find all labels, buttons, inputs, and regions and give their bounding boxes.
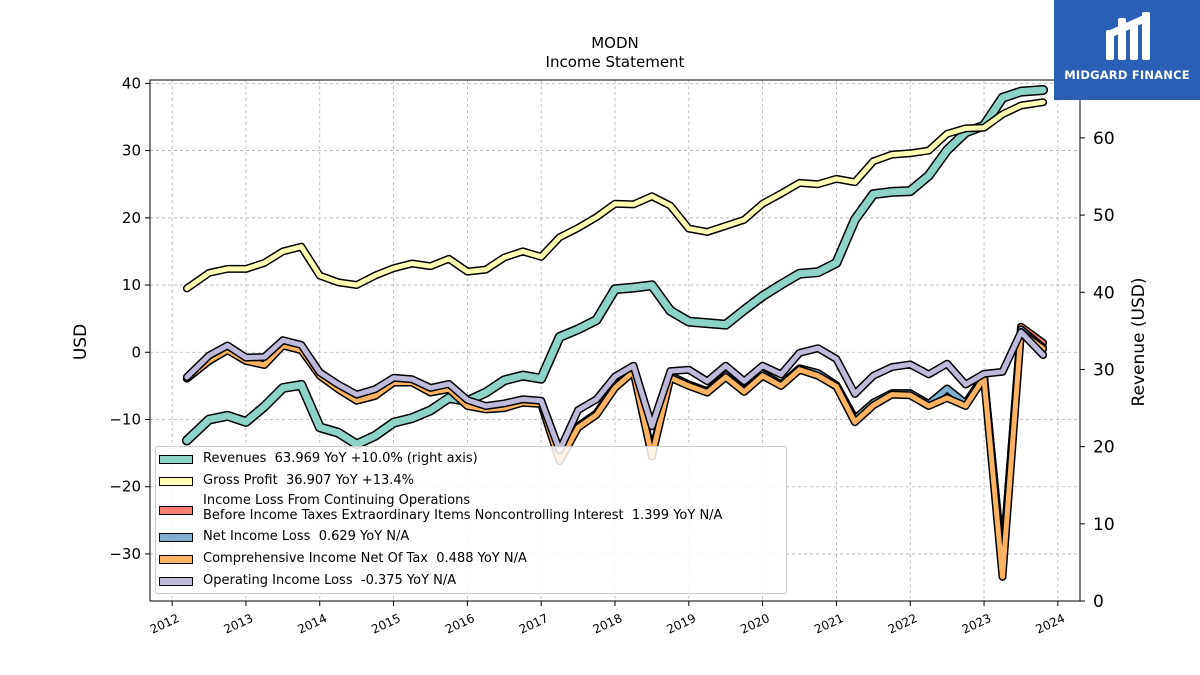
chart-subtitle: Income Statement — [546, 53, 685, 71]
midgard-finance-logo: MIDGARD FINANCE — [1054, 0, 1200, 100]
legend-label: Income Loss From Continuing Operations B… — [203, 493, 723, 523]
series-lines — [181, 85, 1049, 581]
y-right-tick-label: 30 — [1093, 360, 1115, 380]
y-tick-label: −20 — [109, 478, 141, 496]
y-right-tick-label: 10 — [1093, 515, 1115, 535]
legend-swatch — [159, 477, 193, 486]
legend-label: Comprehensive Income Net Of Tax 0.488 Yo… — [203, 551, 527, 566]
y-tick-label: 10 — [122, 276, 141, 294]
y-right-tick-label: 40 — [1093, 283, 1115, 303]
series-stroke — [183, 86, 1047, 448]
x-tick-label: 2017 — [517, 611, 551, 637]
y-right-tick-label: 0 — [1093, 592, 1104, 612]
series-stroke — [184, 99, 1046, 291]
y-right-tick-label: 60 — [1093, 129, 1115, 149]
legend-swatch — [159, 506, 193, 515]
legend-label: Gross Profit 36.907 YoY +13.4% — [203, 473, 414, 488]
x-tick-label: 2021 — [812, 611, 846, 637]
x-tick-label: 2020 — [738, 611, 772, 637]
y-right-tick-label: 20 — [1093, 438, 1115, 458]
y-axis-label: USD — [71, 324, 91, 360]
x-tick-label: 2024 — [1034, 611, 1068, 637]
x-tick-label: 2013 — [222, 611, 256, 637]
series-stroke — [184, 329, 1046, 453]
x-tick-label: 2015 — [369, 611, 403, 637]
legend-swatch — [159, 533, 193, 542]
series-line-0 — [181, 85, 1049, 450]
x-tick-label: 2012 — [148, 611, 182, 637]
axes: 40 30 20 10 0 −10 −20 −30 0 10 20 30 40 50 60 2012 2013 2… — [109, 74, 1114, 636]
x-tick-label: 2019 — [664, 611, 698, 637]
series-line-1 — [182, 98, 1048, 293]
legend-swatch — [159, 555, 193, 564]
y-tick-label: 30 — [122, 142, 141, 160]
y-tick-label: 20 — [122, 209, 141, 227]
legend: Revenues 63.969 YoY +10.0% (right axis) G… — [155, 446, 787, 594]
legend-swatch — [159, 577, 193, 586]
legend-label: Operating Income Loss -0.375 YoY N/A — [203, 573, 457, 588]
y-tick-label: −10 — [109, 410, 141, 428]
y-right-tick-label: 50 — [1093, 206, 1115, 226]
grid — [150, 80, 1080, 601]
legend-swatch — [159, 455, 193, 464]
y-axis-label-right: Revenue (USD) — [1129, 277, 1149, 406]
chart-title: MODN — [591, 34, 639, 52]
x-tick-label: 2022 — [886, 611, 920, 637]
logo-text: MIDGARD FINANCE — [1064, 68, 1190, 82]
x-tick-label: 2014 — [295, 611, 329, 637]
logo-mark-icon — [1106, 12, 1150, 60]
y-tick-label: 40 — [122, 74, 141, 92]
x-tick-label: 2018 — [591, 611, 625, 637]
legend-label: Revenues 63.969 YoY +10.0% (right axis) — [203, 451, 478, 466]
series-line-5 — [182, 328, 1048, 455]
y-tick-label: 0 — [131, 343, 141, 361]
y-tick-label: −30 — [109, 545, 141, 563]
x-tick-label: 2016 — [443, 611, 477, 637]
legend-label: Net Income Loss 0.629 YoY N/A — [203, 529, 410, 544]
x-tick-label: 2023 — [960, 611, 994, 637]
